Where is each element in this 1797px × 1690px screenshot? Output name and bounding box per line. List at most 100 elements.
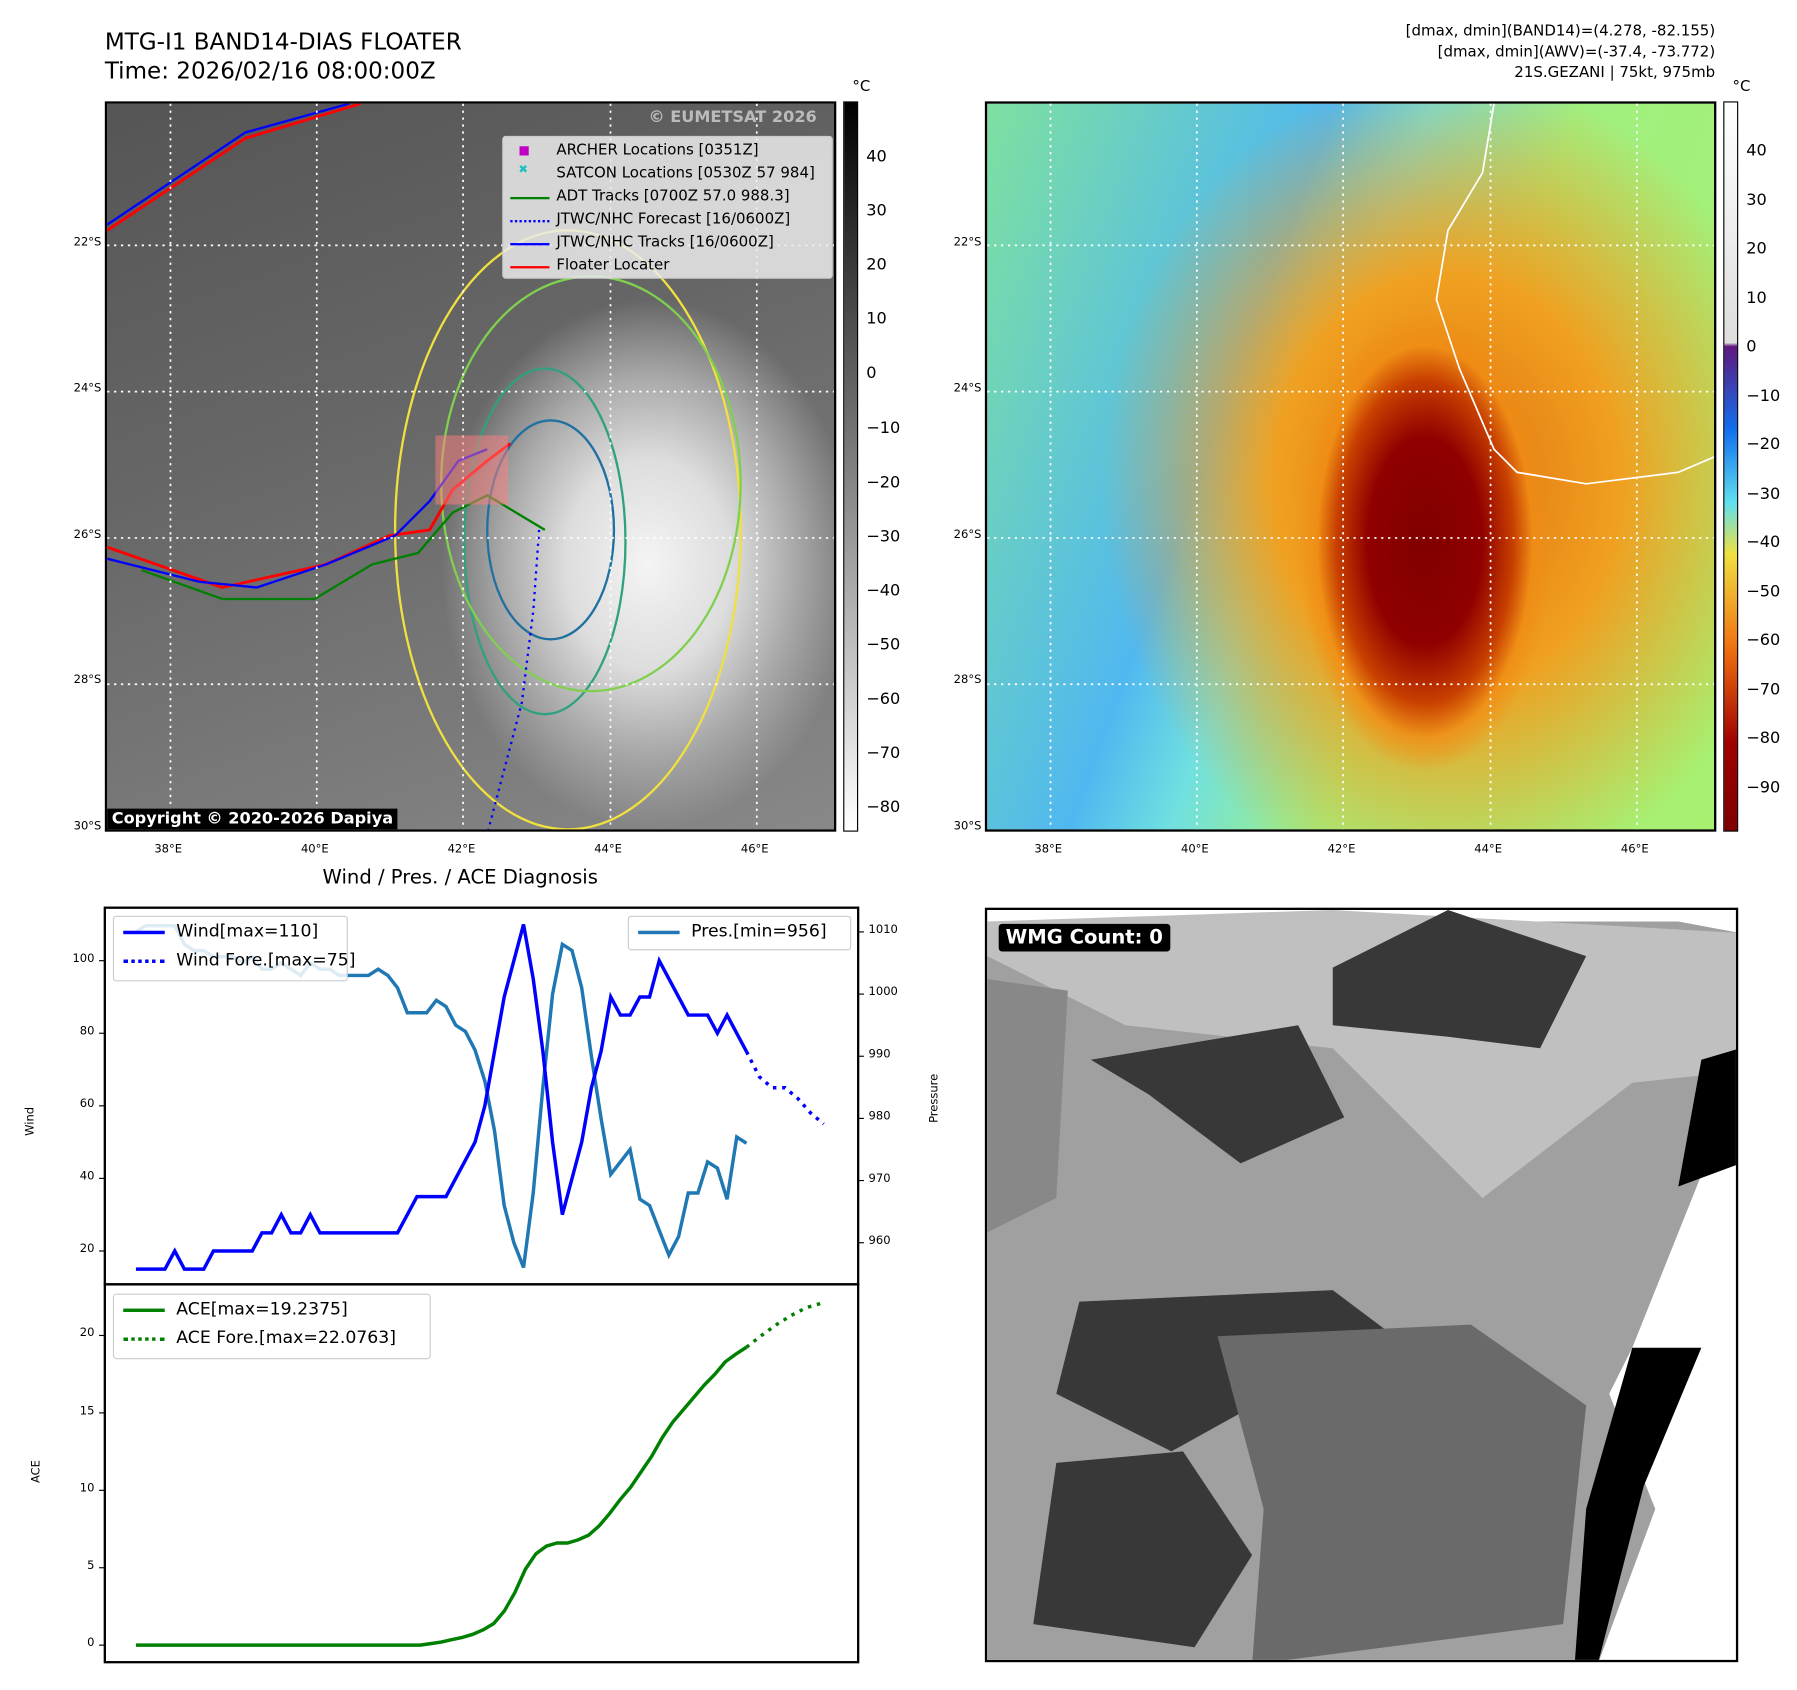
figure-time: Time: 2026/02/16 08:00:00Z (104, 56, 436, 85)
lat-tick: 26°S (953, 528, 982, 541)
lon-tick: 44°E (1474, 843, 1502, 856)
legend-symbol-icon (510, 196, 550, 200)
left-colorbar-tick: 10 (866, 310, 887, 329)
map-legend-item: JTWC/NHC Tracks [16/0600Z] (503, 234, 831, 255)
legend-label: JTWC/NHC Tracks [16/0600Z] (556, 233, 774, 252)
left-colorbar-tick: 30 (866, 201, 887, 221)
right-colorbar (1723, 101, 1739, 832)
right-colorbar-tick: −40 (1746, 533, 1781, 552)
right-colorbar-tick: 20 (1746, 239, 1767, 259)
awv-map (984, 101, 1717, 832)
wind-tick-label: 60 (79, 1097, 95, 1111)
lon-tick: 40°E (300, 843, 329, 856)
legend-symbol-icon (510, 243, 550, 246)
right-colorbar-tick: −30 (1746, 484, 1781, 503)
left-colorbar-tick: 0 (866, 364, 877, 383)
wind-legend-label: Wind[max=110] (176, 920, 319, 942)
ace-tick-label: 15 (79, 1404, 95, 1418)
legend-label: ADT Tracks [0700Z 57.0 988.3] (556, 187, 790, 206)
map-legend-item: JTWC/NHC Forecast [16/0600Z] (503, 211, 831, 232)
right-colorbar-tick: −50 (1746, 582, 1781, 601)
copyright-label: Copyright © 2020-2026 Dapiya (107, 808, 398, 830)
ace-tick-label: 10 (79, 1482, 95, 1495)
right-colorbar-tick: 0 (1746, 337, 1757, 356)
left-colorbar-tick: −30 (866, 527, 901, 546)
wind-tick-label: 100 (72, 952, 95, 966)
map-legend-item: Floater Locater (503, 257, 831, 278)
pressure-tick-label: 960 (868, 1234, 891, 1248)
legend-label: ARCHER Locations [0351Z] (556, 141, 759, 159)
ace-tick-label: 5 (87, 1559, 95, 1573)
pres-legend-label: Pres.[min=956] (691, 920, 827, 942)
ace-axes-frame (103, 1283, 860, 1664)
right-colorbar-tick: −70 (1746, 680, 1781, 699)
info-band14: [dmax, dmin](BAND14)=(4.278, -82.155) (1405, 23, 1716, 41)
left-colorbar-tick: −40 (866, 581, 901, 600)
legend-symbol-icon (510, 266, 550, 269)
lon-tick: 40°E (1181, 843, 1209, 856)
left-colorbar-tick: 40 (866, 147, 887, 166)
left-colorbar-tick: −10 (866, 418, 901, 438)
wind-fore-legend-line (123, 959, 165, 963)
eumetsat-watermark: © EUMETSAT 2026 (648, 108, 817, 127)
pressure-tick-label: 1010 (868, 923, 898, 937)
legend-label: SATCON Locations [0530Z 57 984] (556, 164, 815, 183)
ace-legend-line (123, 1308, 165, 1313)
lat-tick: 30°S (73, 820, 102, 834)
right-colorbar-tick: 10 (1746, 288, 1767, 307)
figure-title: MTG-I1 BAND14-DIAS FLOATER (104, 27, 462, 56)
lat-tick: 24°S (953, 382, 982, 395)
map-legend: ARCHER Locations [0351Z] ✖ SATCON Location… (502, 135, 833, 279)
ace-tick-label: 20 (79, 1327, 95, 1341)
right-colorbar-tick: −20 (1746, 435, 1781, 454)
pressure-tick-label: 970 (868, 1172, 891, 1186)
lat-tick: 22°S (953, 236, 982, 249)
wind-line (135, 923, 748, 1271)
ir-map: Copyright © 2020-2026 Dapiya ARCHER Loca… (104, 101, 837, 832)
wmg-panel: WMG Count: 0 (984, 907, 1739, 1663)
lat-tick: 22°S (73, 236, 102, 249)
wind-legend: Wind[max=110] Wind Fore.[max=75] (112, 915, 356, 982)
left-colorbar-tick: −60 (866, 689, 901, 709)
lon-tick: 44°E (594, 843, 622, 856)
wind-axis-label: Wind (24, 1106, 37, 1136)
left-colorbar (843, 101, 859, 832)
wind-tick-label: 20 (79, 1242, 95, 1256)
lon-tick: 38°E (154, 843, 183, 856)
legend-symbol-icon (510, 220, 550, 223)
info-awv: [dmax, dmin](AWV)=(-37.4, -73.772) (1437, 43, 1716, 62)
pressure-tick-label: 990 (868, 1048, 891, 1061)
map-legend-item: ADT Tracks [0700Z 57.0 988.3] (503, 188, 831, 209)
ace-fore-legend-line (123, 1337, 165, 1341)
pressure-tick-label: 980 (868, 1110, 891, 1124)
info-storm: 21S.GEZANI | 75kt, 975mb (1514, 64, 1716, 82)
map-legend-item: ✖ SATCON Locations [0530Z 57 984] (503, 164, 831, 186)
lon-tick: 42°E (447, 843, 476, 856)
right-colorbar-unit: °C (1732, 78, 1751, 96)
left-colorbar-tick: −80 (866, 798, 901, 817)
ace-tick-label: 0 (87, 1637, 95, 1650)
left-colorbar-tick: −20 (866, 472, 901, 492)
legend-symbol-icon (519, 146, 529, 156)
diagnosis-title: Wind / Pres. / ACE Diagnosis (322, 866, 598, 890)
lat-tick: 28°S (73, 674, 102, 687)
ace-legend-label: ACE[max=19.2375] (176, 1298, 348, 1319)
wind-tick-label: 80 (79, 1025, 95, 1038)
lon-tick: 42°E (1327, 843, 1356, 856)
pressure-tick-label: 1000 (868, 986, 898, 999)
left-colorbar-tick: −50 (866, 635, 901, 655)
ace-legend: ACE[max=19.2375] ACE Fore.[max=22.0763] (112, 1293, 431, 1360)
lat-tick: 24°S (73, 382, 102, 395)
ace-line (135, 1345, 748, 1647)
left-colorbar-unit: °C (852, 78, 871, 96)
wind-legend-line (123, 930, 165, 935)
wind-forecast-line (744, 1050, 825, 1126)
left-colorbar-tick: −70 (866, 744, 901, 763)
pressure-axis-label: Pressure (928, 1073, 941, 1123)
wmg-count-badge: WMG Count: 0 (998, 923, 1170, 952)
wind-fore-legend-label: Wind Fore.[max=75] (176, 949, 356, 970)
right-colorbar-tick: −90 (1746, 778, 1781, 797)
ace-axis-label: ACE (30, 1460, 44, 1484)
right-colorbar-tick: 30 (1746, 190, 1767, 210)
